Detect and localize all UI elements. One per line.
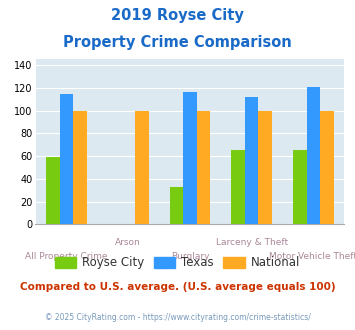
Text: All Property Crime: All Property Crime xyxy=(25,252,108,261)
Text: Larceny & Theft: Larceny & Theft xyxy=(215,238,288,247)
Bar xyxy=(307,87,320,224)
Bar xyxy=(60,93,73,224)
Bar xyxy=(320,111,334,224)
Text: Compared to U.S. average. (U.S. average equals 100): Compared to U.S. average. (U.S. average … xyxy=(20,282,335,292)
Text: Property Crime Comparison: Property Crime Comparison xyxy=(63,35,292,50)
Text: Burglary: Burglary xyxy=(171,252,209,261)
Bar xyxy=(46,157,60,224)
Text: 2019 Royse City: 2019 Royse City xyxy=(111,8,244,23)
Bar xyxy=(245,97,258,224)
Bar xyxy=(197,111,210,224)
Bar xyxy=(231,150,245,224)
Bar xyxy=(258,111,272,224)
Text: © 2025 CityRating.com - https://www.cityrating.com/crime-statistics/: © 2025 CityRating.com - https://www.city… xyxy=(45,313,310,322)
Bar xyxy=(170,187,183,224)
Bar xyxy=(73,111,87,224)
Bar xyxy=(183,92,197,224)
Text: Motor Vehicle Theft: Motor Vehicle Theft xyxy=(269,252,355,261)
Bar xyxy=(135,111,148,224)
Legend: Royse City, Texas, National: Royse City, Texas, National xyxy=(50,252,305,274)
Bar xyxy=(293,150,307,224)
Text: Arson: Arson xyxy=(115,238,141,247)
